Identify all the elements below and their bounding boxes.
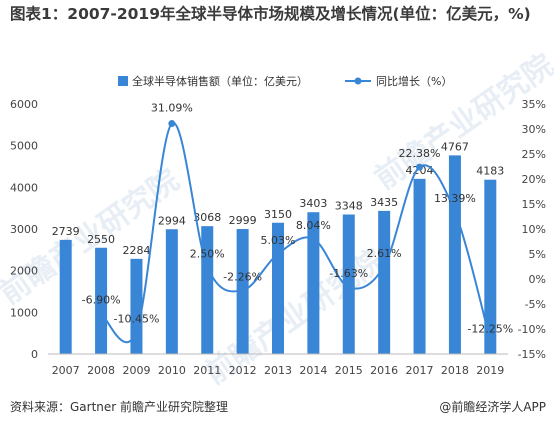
growth-point xyxy=(132,327,140,335)
growth-point xyxy=(380,262,388,270)
legend-line-label: 同比增长（%） xyxy=(376,74,452,88)
left-tick-label: 0 xyxy=(31,348,38,361)
x-tick-label: 2010 xyxy=(158,364,186,377)
left-y-axis: 0 1000 2000 3000 4000 5000 6000 xyxy=(10,98,38,361)
growth-line-series xyxy=(97,120,494,344)
x-tick-label: 2013 xyxy=(264,364,292,377)
right-tick-label: 15% xyxy=(522,198,546,211)
x-tick-label: 2008 xyxy=(87,364,115,377)
growth-value-label: 22.38% xyxy=(399,147,441,160)
right-tick-label: 20% xyxy=(522,173,546,186)
growth-value-label: 31.09% xyxy=(151,102,193,115)
legend-bar-swatch xyxy=(118,76,128,86)
source-note: 资料来源：Gartner 前瞻产业研究院整理 xyxy=(10,400,229,414)
bar xyxy=(165,229,178,354)
bar-value-label: 4767 xyxy=(441,140,469,153)
brand-credit: @前瞻经济学人APP xyxy=(439,400,546,414)
growth-point xyxy=(239,286,247,294)
growth-point xyxy=(345,283,353,291)
bar-value-label: 2739 xyxy=(52,225,80,238)
bar-value-label: 2550 xyxy=(87,233,115,246)
growth-point xyxy=(309,235,317,243)
right-tick-label: 30% xyxy=(522,123,546,136)
left-tick-label: 6000 xyxy=(10,98,38,111)
x-tick-label: 2016 xyxy=(370,364,398,377)
left-tick-label: 5000 xyxy=(10,140,38,153)
growth-value-labels: -6.90% -10.45% 31.09% 2.50% -2.26% 5.03%8.04%… xyxy=(82,102,514,336)
bar xyxy=(448,155,461,354)
right-tick-label: 5% xyxy=(529,248,546,261)
bar-value-label: 2284 xyxy=(122,244,150,257)
bar-value-label: 4183 xyxy=(476,165,504,178)
x-tick-label: 2019 xyxy=(476,364,504,377)
x-tick-label: 2007 xyxy=(52,364,80,377)
right-tick-label: 35% xyxy=(522,98,546,111)
right-y-axis: -15% -10% -5% 0% 5% 10% 15% 20% 25% 30% 35% xyxy=(518,98,546,361)
legend: 全球半导体销售额（单位：亿美元） 同比增长（%） xyxy=(118,74,452,88)
bar xyxy=(307,212,320,354)
growth-value-label: 13.39% xyxy=(434,192,476,205)
growth-point xyxy=(168,120,176,128)
growth-point xyxy=(486,336,494,344)
bar xyxy=(95,247,108,354)
growth-value-label: -2.26% xyxy=(223,270,262,283)
growth-point xyxy=(274,250,282,258)
left-tick-label: 1000 xyxy=(10,306,38,319)
x-axis: 2007 2008 2009 2010 2011 2012 2013 2014 2015 2016… xyxy=(48,353,508,377)
growth-value-label: 8.04% xyxy=(296,219,331,232)
growth-value-label: -10.45% xyxy=(114,312,160,325)
legend-bar-label: 全球半导体销售额（单位：亿美元） xyxy=(132,74,308,88)
x-tick-label: 2017 xyxy=(406,364,434,377)
growth-value-label: -12.25% xyxy=(467,322,513,335)
bar-value-label: 3403 xyxy=(299,197,327,210)
growth-point xyxy=(451,208,459,216)
bar-value-labels: 2739 2550 2284 2994 3068 2999 3150 3403 3348 3435… xyxy=(52,140,505,256)
bar xyxy=(413,178,426,354)
growth-point xyxy=(203,263,211,270)
right-tick-label: 0% xyxy=(529,273,546,286)
right-tick-label: 10% xyxy=(522,223,546,236)
right-tick-label: -5% xyxy=(525,298,546,311)
bar-value-label: 3435 xyxy=(370,196,398,209)
left-tick-label: 3000 xyxy=(10,223,38,236)
right-tick-label: 25% xyxy=(522,148,546,161)
growth-value-label: -6.90% xyxy=(82,294,121,307)
left-tick-label: 4000 xyxy=(10,181,38,194)
left-tick-label: 2000 xyxy=(10,265,38,278)
growth-value-label: 5.03% xyxy=(261,234,296,247)
bar-value-label: 3348 xyxy=(335,200,363,213)
legend-line-marker xyxy=(354,77,362,85)
bar xyxy=(484,179,497,354)
growth-value-label: 2.50% xyxy=(190,248,225,261)
bar-value-label: 3150 xyxy=(264,208,292,221)
chart-title: 图表1：2007-2019年全球半导体市场规模及增长情况(单位：亿美元，%) xyxy=(10,5,531,23)
growth-point xyxy=(97,310,105,317)
bar xyxy=(201,226,214,354)
growth-point xyxy=(416,163,424,171)
growth-value-label: 2.61% xyxy=(367,247,402,260)
bar-value-label: 2999 xyxy=(229,214,257,227)
growth-value-label: -1.63% xyxy=(329,267,368,280)
bar-value-label: 2994 xyxy=(158,214,186,227)
bar-value-label: 3068 xyxy=(193,211,221,224)
x-tick-label: 2012 xyxy=(229,364,257,377)
growth-line xyxy=(100,122,492,343)
right-tick-label: -15% xyxy=(518,348,546,361)
x-tick-label: 2015 xyxy=(335,364,363,377)
x-tick-label: 2018 xyxy=(441,364,469,377)
bar xyxy=(378,210,391,354)
x-tick-label: 2014 xyxy=(299,364,327,377)
right-tick-label: -10% xyxy=(518,323,546,336)
bar xyxy=(59,239,72,354)
x-tick-label: 2011 xyxy=(193,364,221,377)
x-tick-label: 2009 xyxy=(122,364,150,377)
